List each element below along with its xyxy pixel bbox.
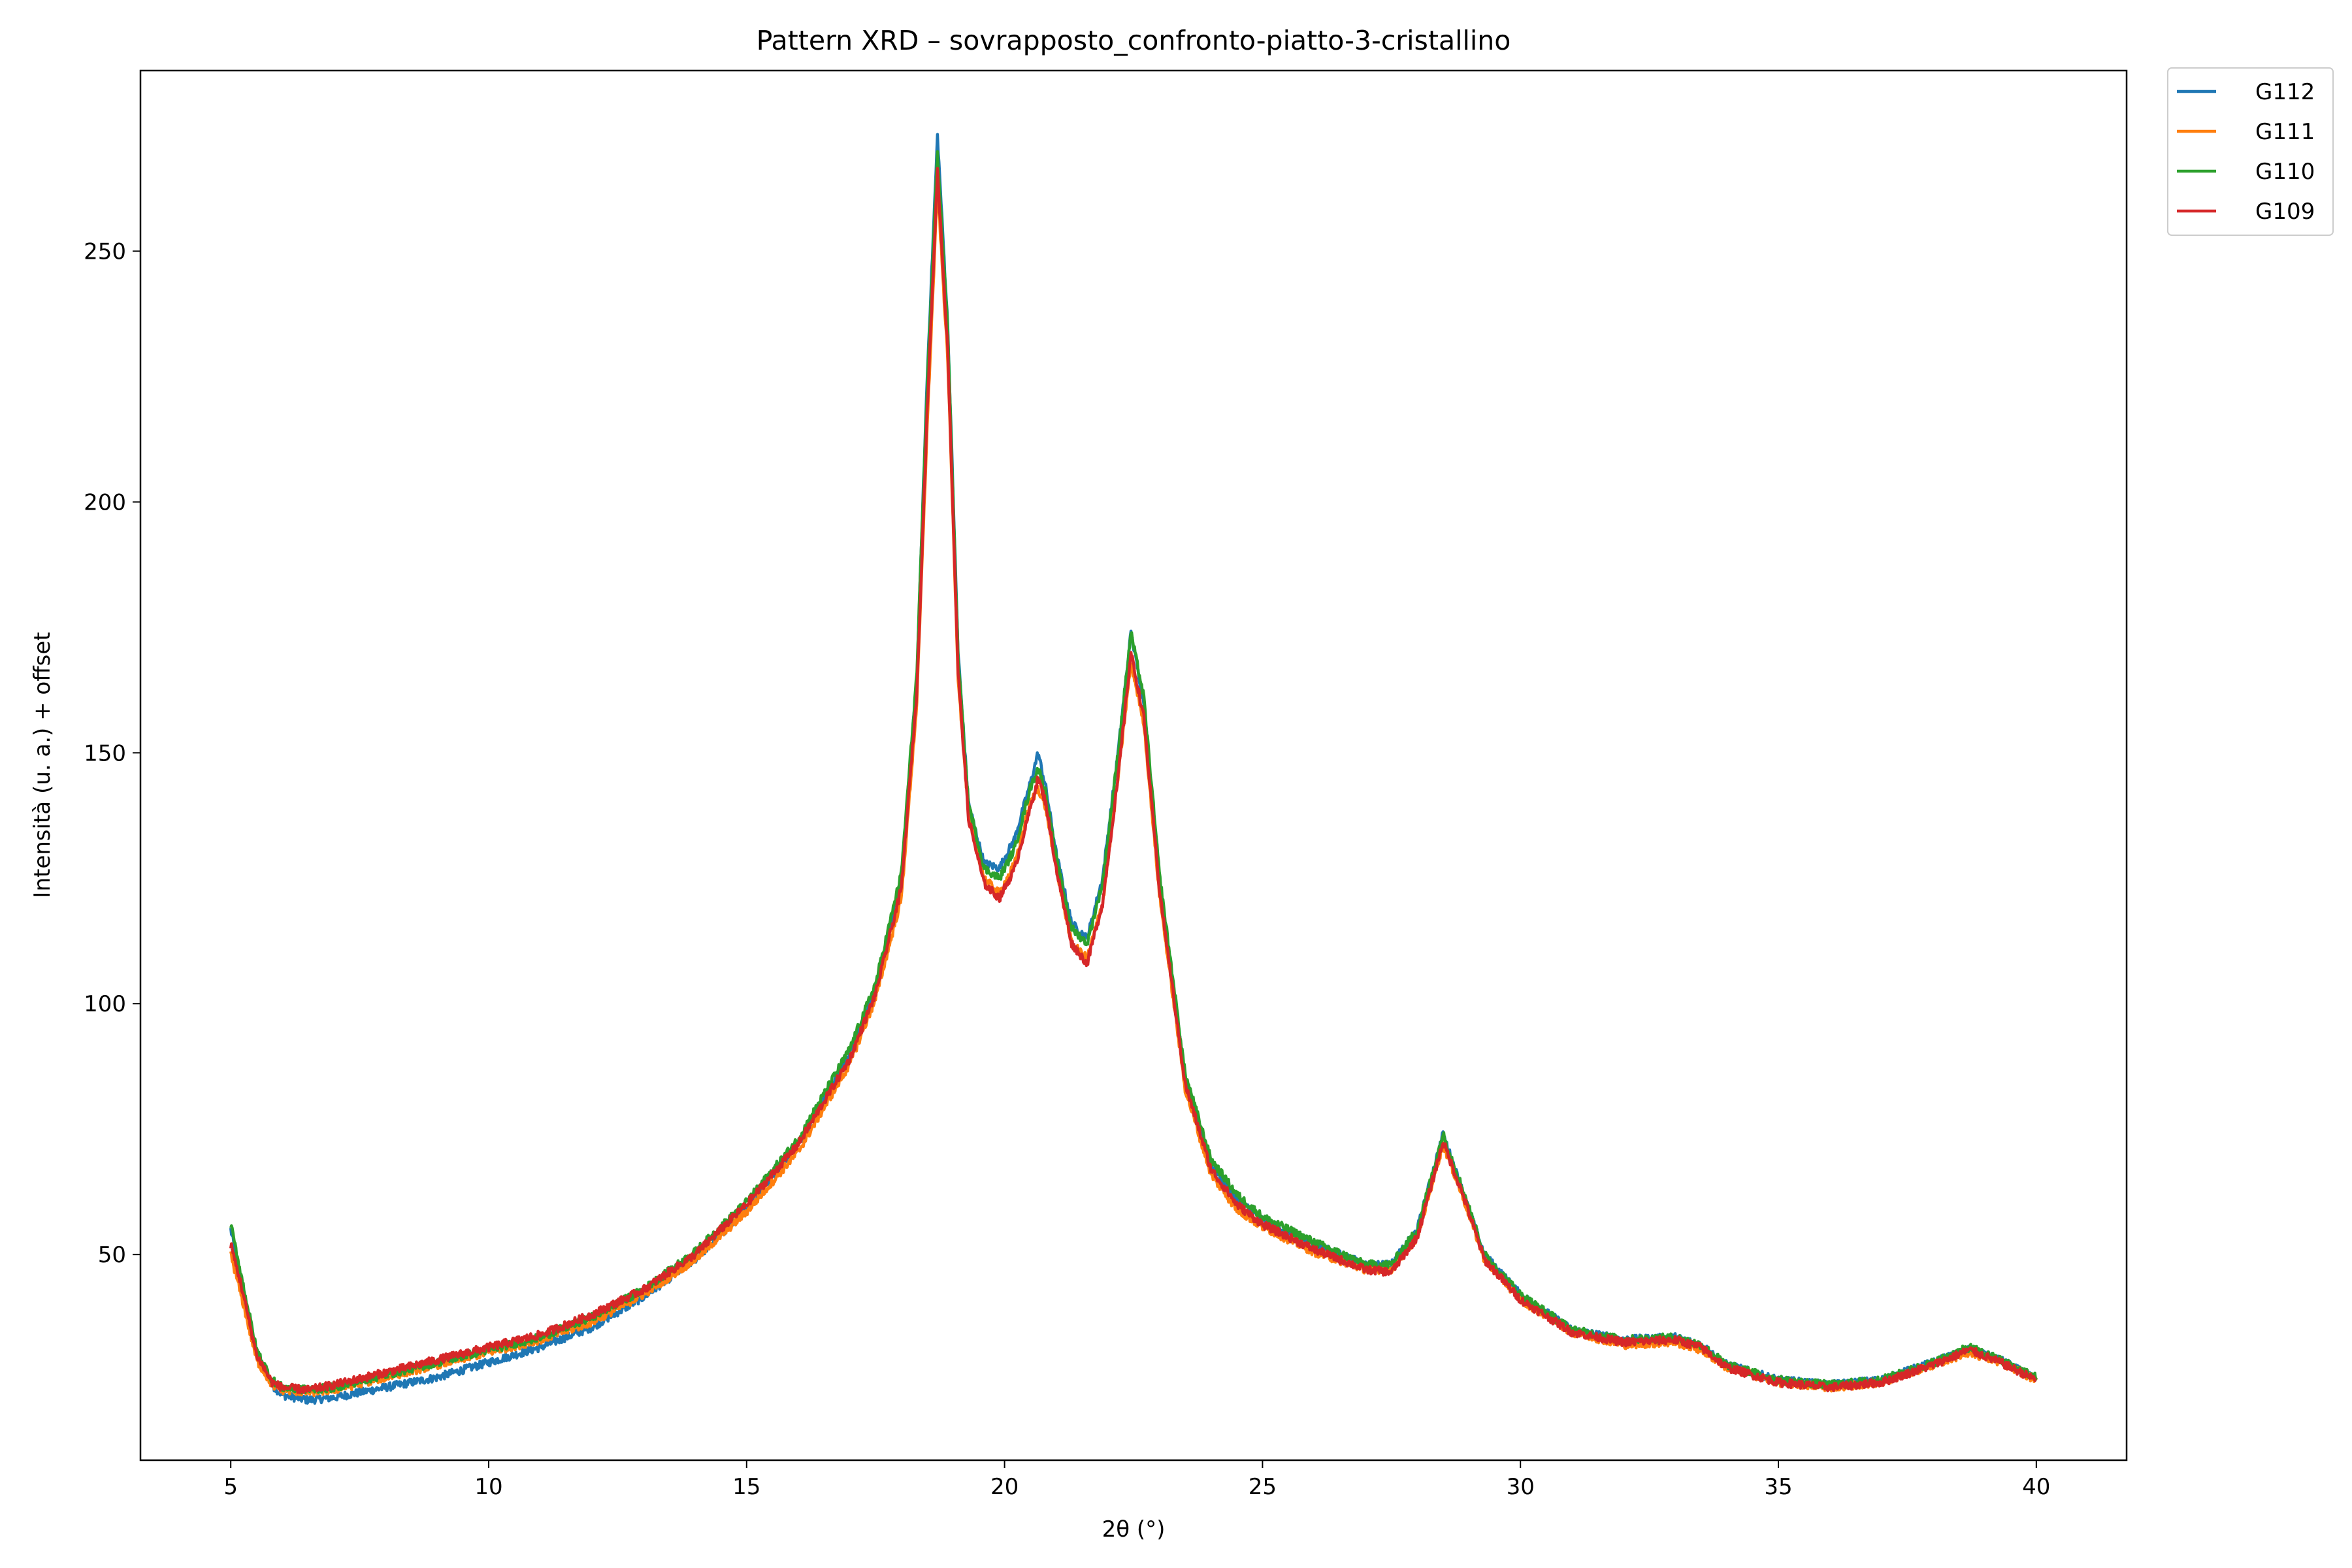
x-tick-label: 10 [474, 1474, 502, 1500]
y-tick-label: 50 [98, 1242, 126, 1268]
series-line-g110 [229, 150, 2038, 1395]
x-tick-label: 20 [990, 1474, 1019, 1500]
legend: G112 G111 G110 G109 [2167, 67, 2334, 236]
y-tick-label: 250 [84, 238, 126, 265]
legend-label-g111: G111 [2255, 119, 2315, 145]
series-line-g112 [229, 133, 2037, 1405]
series-line-g109 [229, 167, 2037, 1394]
x-axis: 5 10 15 20 25 30 35 40 [223, 1460, 2050, 1500]
y-tick-label: 200 [84, 489, 126, 515]
series-line-g111 [229, 184, 2038, 1397]
legend-label-g109: G109 [2255, 199, 2315, 225]
y-tick-label: 100 [84, 991, 126, 1017]
plot-frame [139, 69, 2128, 1462]
y-axis-title: Intensità (u. a.) + offset [29, 632, 56, 898]
y-tick-label: 150 [84, 740, 126, 766]
legend-label-g110: G110 [2255, 159, 2315, 185]
x-tick-label: 5 [223, 1474, 238, 1500]
series-layer [229, 133, 2038, 1405]
x-axis-title: 2θ (°) [1102, 1516, 1166, 1543]
y-axis: 50 100 150 200 250 [84, 238, 140, 1268]
legend-entries: G112 G111 G110 G109 [2177, 79, 2315, 225]
legend-frame [2167, 67, 2334, 236]
x-tick-label: 30 [1507, 1474, 1535, 1500]
legend-label-g112: G112 [2255, 79, 2315, 105]
x-tick-label: 25 [1249, 1474, 1277, 1500]
x-tick-label: 35 [1764, 1474, 1792, 1500]
x-tick-label: 15 [732, 1474, 760, 1500]
x-tick-label: 40 [2022, 1474, 2050, 1500]
chart-title: Pattern XRD – sovrapposto_confronto-piat… [757, 25, 1511, 56]
